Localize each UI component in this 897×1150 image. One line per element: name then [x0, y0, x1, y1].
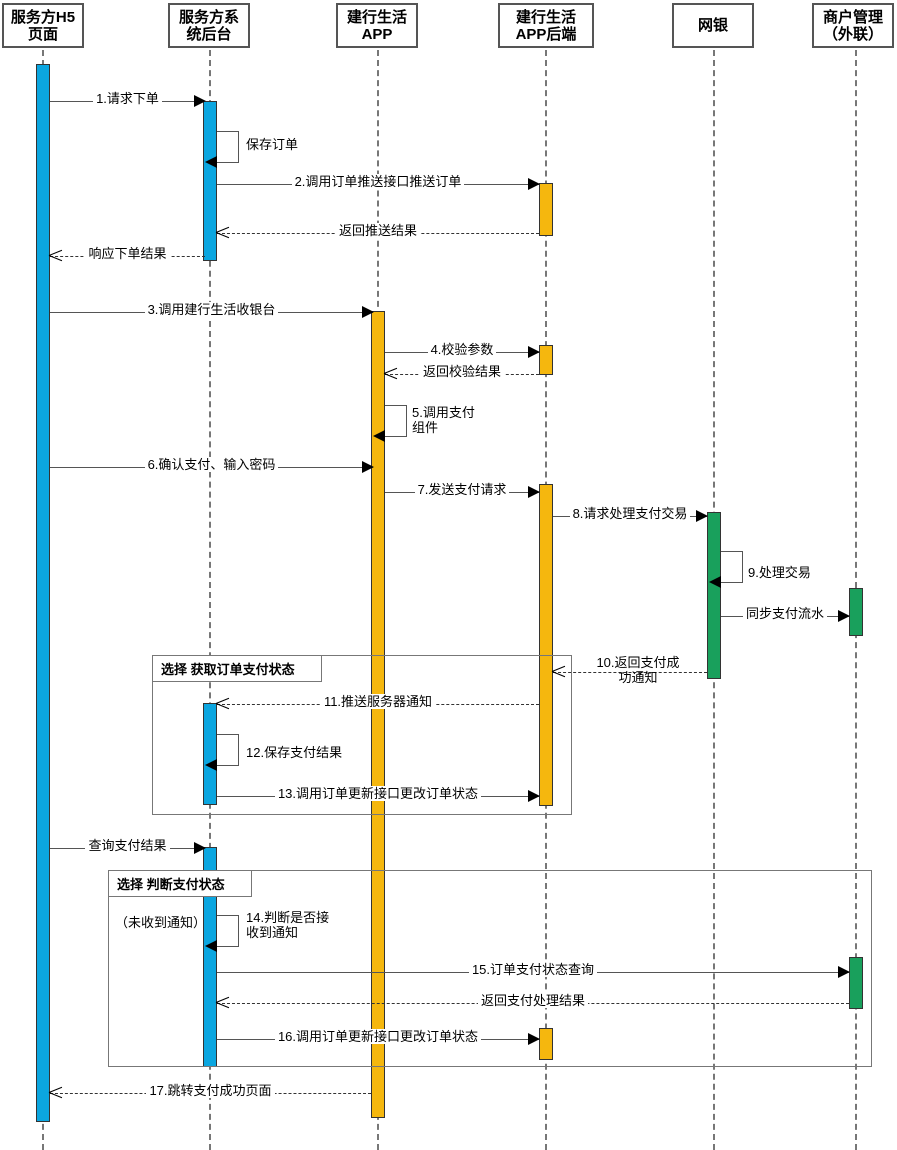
- activation-appserver-1: [539, 183, 553, 236]
- message-12-save-pay-result-self[interactable]: [205, 734, 239, 771]
- message-6-arrowhead: [362, 461, 374, 473]
- message-6-label: 6.确认支付、输入密码: [50, 457, 373, 472]
- message-9-arrowhead: [709, 576, 721, 588]
- message-return-pay-process-result-label: 返回支付处理结果: [217, 993, 849, 1008]
- message-sync-pay-flow-arrowhead: [838, 610, 850, 622]
- actor-merchant[interactable]: 商户管理 （外联）: [812, 3, 894, 48]
- activation-h5-main: [36, 64, 50, 1122]
- message-10-label-line2: 功通知: [618, 670, 658, 685]
- message-return-push-result-label: 返回推送结果: [217, 223, 539, 238]
- actor-h5-line2: 页面: [27, 25, 58, 43]
- message-14-label-line2: 收到通知: [246, 925, 299, 940]
- message-10-line: [553, 672, 707, 673]
- actor-app-line1: 建行生活: [346, 8, 407, 26]
- message-3-label: 3.调用建行生活收银台: [50, 302, 373, 317]
- actor-app-line2: APP: [361, 25, 393, 43]
- actor-ebank[interactable]: 网银: [672, 3, 754, 48]
- actor-appserver-line2: APP后端: [515, 25, 577, 43]
- activation-ebank-1: [707, 512, 721, 679]
- message-5-label: 5.调用支付 组件: [412, 405, 475, 435]
- message-4-arrowhead: [528, 346, 540, 358]
- message-16-arrowhead: [528, 1033, 540, 1045]
- message-1-arrowhead: [194, 95, 206, 107]
- message-17-label: 17.跳转支付成功页面: [50, 1083, 371, 1098]
- fragment-judge-pay-status-tab: 选择 判断支付状态: [108, 870, 252, 897]
- message-5-call-pay-component-self[interactable]: [373, 405, 407, 442]
- message-2-label: 2.调用订单推送接口推送订单: [217, 174, 539, 189]
- message-13-label: 13.调用订单更新接口更改订单状态: [217, 786, 539, 801]
- actor-h5-line1: 服务方H5: [10, 8, 76, 26]
- message-15-arrowhead: [838, 966, 850, 978]
- message-9-label: 9.处理交易: [748, 565, 811, 580]
- message-query-pay-result-label: 查询支付结果: [50, 838, 205, 853]
- fragment-judge-pay-status-guard: （未收到通知）: [115, 915, 207, 930]
- activation-merchant-2: [849, 957, 863, 1009]
- fragment-judge-pay-status-label: 选择 判断支付状态: [117, 877, 225, 892]
- message-14-judge-notify-self[interactable]: [205, 915, 239, 952]
- message-3-arrowhead: [362, 306, 374, 318]
- message-save-order-arrowhead: [205, 156, 217, 168]
- activation-app-1: [371, 311, 385, 1118]
- fragment-get-pay-status-label: 选择 获取订单支付状态: [161, 662, 295, 677]
- actor-appserver-line1: 建行生活: [515, 8, 576, 26]
- message-5-label-line2: 组件: [412, 420, 439, 435]
- actor-backend[interactable]: 服务方系 统后台: [168, 3, 250, 48]
- message-12-arrowhead: [205, 759, 217, 771]
- message-14-label: 14.判断是否接 收到通知: [246, 910, 329, 940]
- actor-h5[interactable]: 服务方H5 页面: [2, 3, 84, 48]
- message-4-label: 4.校验参数: [385, 342, 539, 357]
- message-13-arrowhead: [528, 790, 540, 802]
- actor-app[interactable]: 建行生活 APP: [336, 3, 418, 48]
- message-11-label: 11.推送服务器通知: [217, 694, 539, 709]
- message-2-arrowhead: [528, 178, 540, 190]
- message-15-label: 15.订单支付状态查询: [217, 962, 849, 977]
- message-respond-order-result-label: 响应下单结果: [50, 246, 205, 261]
- message-9-process-txn-self[interactable]: [709, 551, 743, 588]
- activation-backend-2: [203, 703, 217, 805]
- message-14-arrowhead: [205, 940, 217, 952]
- message-14-label-line1: 14.判断是否接: [246, 910, 330, 925]
- message-1-label: 1.请求下单: [50, 91, 205, 106]
- message-7-label: 7.发送支付请求: [385, 482, 539, 497]
- activation-backend-1: [203, 101, 217, 261]
- message-save-order-label: 保存订单: [246, 137, 299, 152]
- actor-backend-line1: 服务方系: [178, 8, 239, 26]
- message-10-label: 10.返回支付成 功通知: [578, 655, 698, 685]
- fragment-get-pay-status: [152, 655, 572, 815]
- message-7-arrowhead: [528, 486, 540, 498]
- message-16-label: 16.调用订单更新接口更改订单状态: [217, 1029, 539, 1044]
- fragment-get-pay-status-tab: 选择 获取订单支付状态: [152, 655, 322, 682]
- message-5-label-line1: 5.调用支付: [412, 405, 475, 420]
- message-10-arrowhead: [552, 665, 565, 678]
- message-return-validate-result-label: 返回校验结果: [385, 364, 539, 379]
- activation-appserver-2: [539, 345, 553, 375]
- message-12-label: 12.保存支付结果: [246, 745, 343, 760]
- actor-appserver[interactable]: 建行生活 APP后端: [498, 3, 594, 48]
- lifeline-backend: [209, 50, 211, 1150]
- message-5-arrowhead: [373, 430, 385, 442]
- actor-merchant-line2: （外联）: [822, 25, 883, 43]
- message-save-order-self[interactable]: [205, 131, 239, 168]
- activation-merchant-1: [849, 588, 863, 636]
- message-10-label-line1: 10.返回支付成: [596, 655, 680, 670]
- actor-backend-line2: 统后台: [186, 25, 232, 43]
- actor-merchant-line1: 商户管理: [822, 8, 883, 26]
- actor-ebank-line1: 网银: [697, 17, 728, 34]
- message-8-label: 8.请求处理支付交易: [553, 506, 707, 521]
- message-sync-pay-flow-label: 同步支付流水: [721, 606, 849, 621]
- fragment-judge-pay-status: [108, 870, 872, 1067]
- message-8-arrowhead: [696, 510, 708, 522]
- message-query-pay-result-arrowhead: [194, 842, 206, 854]
- activation-appserver-3: [539, 484, 553, 806]
